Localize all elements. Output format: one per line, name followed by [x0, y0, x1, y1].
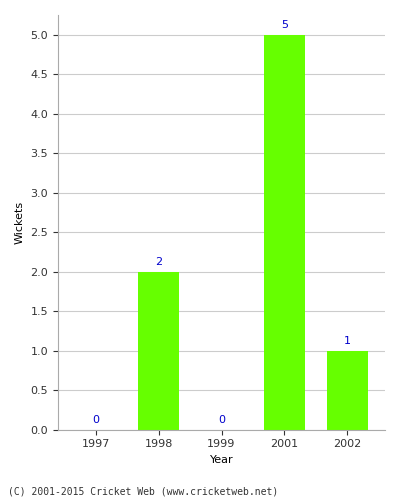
- Text: 0: 0: [92, 415, 99, 425]
- Text: (C) 2001-2015 Cricket Web (www.cricketweb.net): (C) 2001-2015 Cricket Web (www.cricketwe…: [8, 487, 278, 497]
- Text: 1: 1: [344, 336, 351, 346]
- Bar: [327, 350, 368, 430]
- Bar: [138, 272, 179, 430]
- Bar: [264, 34, 305, 430]
- Text: 2: 2: [155, 257, 162, 267]
- X-axis label: Year: Year: [210, 455, 233, 465]
- Y-axis label: Wickets: Wickets: [15, 201, 25, 244]
- Text: 0: 0: [218, 415, 225, 425]
- Text: 5: 5: [281, 20, 288, 30]
